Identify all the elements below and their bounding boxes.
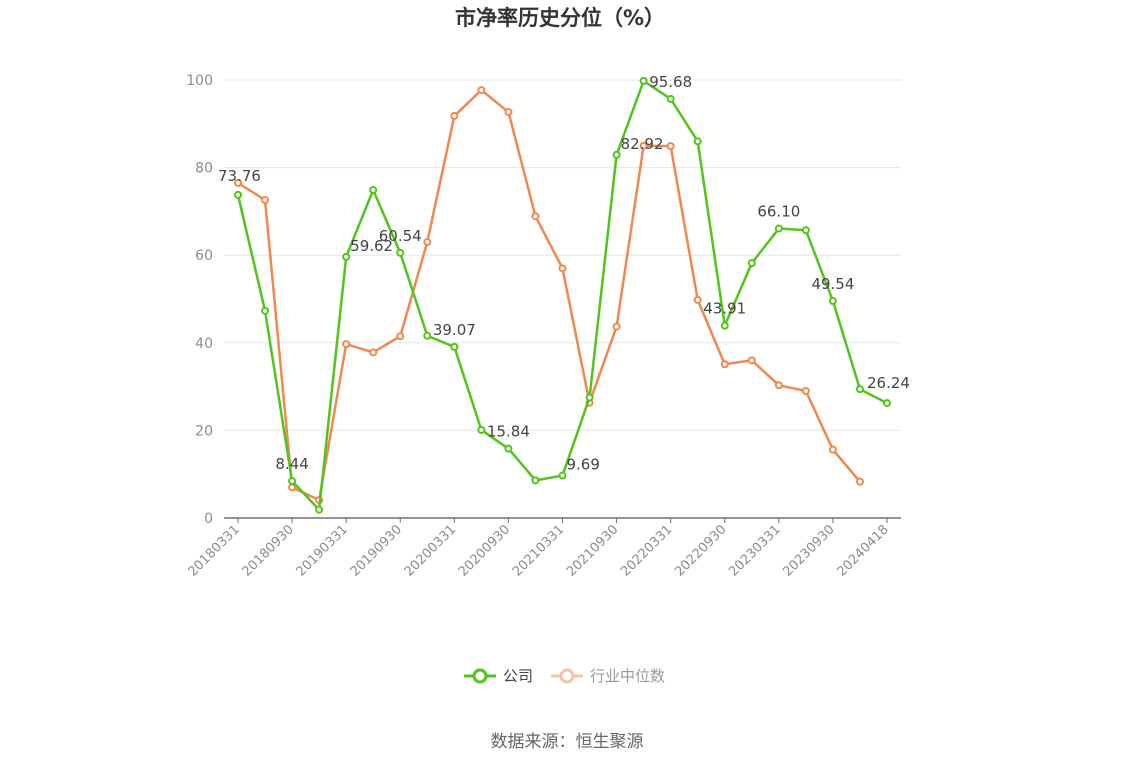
point-company-20180930 <box>288 477 297 486</box>
point-company-20220630 <box>693 137 702 146</box>
point-industry-20221231 <box>747 356 756 365</box>
data-label-20210331: 9.69 <box>567 456 600 474</box>
point-company-20180630 <box>261 306 270 315</box>
y-tick-label-40: 40 <box>195 336 213 352</box>
point-industry-20200930 <box>504 107 513 116</box>
series-layer <box>234 76 891 514</box>
point-company-20230331 <box>774 224 783 233</box>
point-company-20200630 <box>477 425 486 434</box>
y-tick-label-0: 0 <box>204 511 213 527</box>
point-company-20200930 <box>504 444 513 453</box>
x-tick-label-20180331: 20180331 <box>185 522 242 579</box>
y-tick-label-80: 80 <box>195 161 213 177</box>
legend: 公司 行业中位数 <box>464 667 665 685</box>
point-company-20190630 <box>369 185 378 194</box>
x-tick-label-20240418: 20240418 <box>834 522 891 579</box>
point-industry-20220930 <box>720 360 729 369</box>
data-label-20190331: 59.62 <box>350 237 393 255</box>
x-tick-label-20230331: 20230331 <box>726 522 783 579</box>
y-axis: 0 20 40 60 80 100 <box>186 73 213 527</box>
x-tick-label-20190331: 20190331 <box>294 522 351 579</box>
data-label-20220331: 95.68 <box>649 73 692 91</box>
point-industry-20210331 <box>558 264 567 273</box>
data-label-20240418: 26.24 <box>867 374 910 392</box>
point-company-20190930 <box>396 248 405 257</box>
legend-label-industry: 行业中位数 <box>590 667 665 685</box>
data-label-20180930: 8.44 <box>275 455 308 473</box>
series-line-company <box>236 79 888 511</box>
x-tick-label-20200930: 20200930 <box>456 522 513 579</box>
x-tick-label-20230930: 20230930 <box>780 522 837 579</box>
point-company-20210331 <box>558 471 567 480</box>
x-tick-label-20190930: 20190930 <box>348 522 405 579</box>
legend-label-company: 公司 <box>503 667 533 685</box>
point-company-20230630 <box>801 226 810 235</box>
point-company-20221231 <box>747 259 756 268</box>
point-industry-20230630 <box>801 386 810 395</box>
data-label-20230930: 49.54 <box>811 275 854 293</box>
data-label-20190930: 60.54 <box>379 227 422 245</box>
point-industry-20190331 <box>342 340 351 349</box>
point-industry-20191231 <box>423 238 432 247</box>
point-company-20220331 <box>666 94 675 103</box>
point-industry-20220331 <box>666 142 675 151</box>
data-label-20180331: 73.76 <box>218 167 261 185</box>
legend-marker-industry <box>559 668 575 684</box>
x-tick-label-20180930: 20180930 <box>240 522 297 579</box>
point-industry-20220630 <box>693 295 702 304</box>
y-tick-label-60: 60 <box>195 248 213 264</box>
data-label-20200930: 15.84 <box>487 423 530 441</box>
point-company-20180331 <box>234 190 242 199</box>
data-source: 数据来源：恒生聚源 <box>491 732 644 752</box>
y-tick-label-100: 100 <box>186 73 213 89</box>
data-label-20200331: 39.07 <box>433 321 476 339</box>
point-company-20230930 <box>828 297 837 306</box>
point-industry-20200630 <box>477 86 486 95</box>
point-company-20210630 <box>585 393 594 402</box>
x-axis: 2018033120180930201903312019093020200331… <box>185 517 901 580</box>
point-company-20211231 <box>639 76 648 85</box>
point-industry-20180630 <box>261 196 270 205</box>
point-industry-20190630 <box>369 348 378 357</box>
x-tick-label-20210331: 20210331 <box>510 522 567 579</box>
point-company-20181231 <box>315 505 324 514</box>
point-company-20210930 <box>612 150 621 159</box>
point-company-20240418 <box>883 399 891 408</box>
point-industry-20190930 <box>396 332 405 341</box>
point-company-20191231 <box>423 331 432 340</box>
point-industry-20230331 <box>774 381 783 390</box>
data-label-20210930: 82.92 <box>621 135 664 153</box>
x-tick-label-20220331: 20220331 <box>618 522 675 579</box>
legend-item-industry[interactable]: 行业中位数 <box>551 667 665 685</box>
point-industry-20230930 <box>828 445 837 454</box>
point-industry-20201231 <box>531 212 540 221</box>
point-industry-20211231 <box>639 141 648 150</box>
point-company-20190331 <box>342 252 351 261</box>
x-tick-label-20220930: 20220930 <box>672 522 729 579</box>
point-industry-20200331 <box>450 111 459 120</box>
legend-marker-company <box>472 668 488 684</box>
x-tick-label-20210930: 20210930 <box>564 522 621 579</box>
legend-item-company[interactable]: 公司 <box>464 667 533 685</box>
y-tick-label-20: 20 <box>195 423 213 439</box>
point-company-20200331 <box>450 342 459 351</box>
data-label-20220930: 43.91 <box>703 300 746 318</box>
data-label-20230331: 66.10 <box>757 202 800 220</box>
series-line-industry <box>237 88 861 502</box>
point-company-20231231 <box>855 385 864 394</box>
point-company-20220930 <box>720 321 729 330</box>
x-tick-label-20200331: 20200331 <box>402 522 459 579</box>
grid-lines <box>224 79 901 431</box>
point-industry-20180930 <box>288 483 297 492</box>
point-industry-20210930 <box>612 322 621 331</box>
point-company-20201231 <box>531 476 540 485</box>
chart-title: 市净率历史分位（%） <box>455 6 665 30</box>
point-industry-20231231 <box>855 477 864 486</box>
point-industry-20180331 <box>234 178 242 187</box>
